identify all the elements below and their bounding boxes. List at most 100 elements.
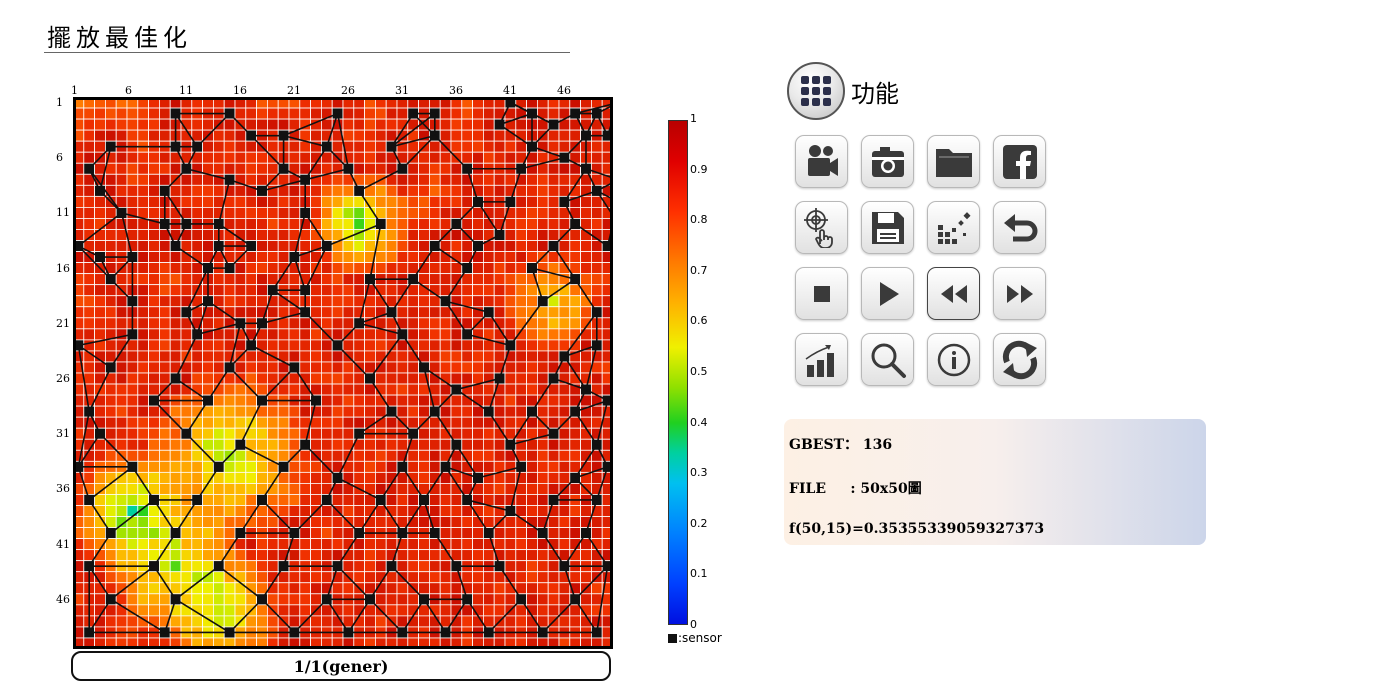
sensor-link	[401, 433, 414, 468]
heatmap-cell	[461, 538, 473, 551]
heatmap-cell	[223, 405, 236, 418]
heatmap-cell	[320, 207, 333, 219]
bar-chart-button[interactable]	[795, 333, 848, 386]
sensor-link	[499, 123, 533, 148]
heatmap-cell	[148, 151, 160, 164]
heatmap-cell	[407, 240, 419, 252]
generation-progress-bar[interactable]: 1/1(gener)	[71, 651, 611, 681]
heatmap-cell	[569, 129, 581, 142]
undo-button[interactable]	[993, 201, 1046, 254]
sensor-link	[77, 433, 101, 468]
heatmap-cell	[536, 438, 549, 451]
video-camera-button[interactable]	[795, 135, 848, 188]
heatmap-cell	[374, 449, 387, 462]
sensor-link	[218, 532, 242, 567]
heatmap-cell	[536, 604, 549, 617]
sensor-link	[401, 499, 425, 534]
heatmap-cell	[126, 593, 139, 606]
sensor-link	[229, 245, 252, 269]
heatmap-cell	[299, 571, 312, 584]
heatmap-cell	[364, 140, 376, 153]
touch-target-button[interactable]	[795, 201, 848, 254]
search-button[interactable]	[861, 333, 914, 386]
heatmap-cell	[504, 615, 517, 628]
heatmap-cell	[266, 494, 279, 506]
heatmap-cell	[310, 427, 322, 440]
heatmap-cell	[385, 460, 398, 473]
heatmap-cell	[461, 184, 473, 197]
scatter-button[interactable]	[927, 201, 980, 254]
sensor-link	[391, 134, 435, 148]
sensor-link	[218, 444, 241, 468]
heatmap-cell	[331, 449, 344, 462]
sensor-link	[574, 466, 608, 479]
info-button[interactable]	[927, 333, 980, 386]
grid-menu-icon[interactable]	[787, 62, 845, 120]
heatmap-cell	[396, 438, 409, 451]
heatmap-cell	[439, 516, 452, 528]
heatmap-cell	[331, 328, 344, 341]
heatmap-cell	[212, 516, 225, 528]
fast-forward-button[interactable]	[993, 267, 1046, 320]
heatmap-cell	[515, 284, 527, 297]
sensor-link	[185, 267, 209, 313]
heatmap-grid[interactable]	[73, 97, 613, 649]
save-button[interactable]	[861, 201, 914, 254]
heatmap-cell	[148, 416, 160, 429]
heatmap-cell	[331, 527, 344, 539]
heatmap-cell	[94, 218, 106, 230]
heatmap-cell	[536, 593, 549, 606]
heatmap-cell	[310, 516, 322, 528]
heatmap-cell	[83, 372, 96, 385]
heatmap-cell	[515, 372, 527, 385]
heatmap-cell	[234, 405, 247, 418]
sensor-link	[358, 190, 382, 225]
heatmap-cell	[547, 593, 560, 606]
heatmap-cell	[223, 295, 236, 308]
heatmap-cell	[580, 328, 592, 341]
camera-button[interactable]	[861, 135, 914, 188]
stop-icon	[813, 285, 830, 302]
play-button[interactable]	[861, 267, 914, 320]
heatmap-cell	[450, 207, 463, 219]
heatmap-cell	[202, 317, 214, 330]
sensor-link	[336, 532, 360, 567]
refresh-button[interactable]	[993, 333, 1046, 386]
heatmap-cell	[418, 615, 430, 628]
heatmap-cell	[342, 405, 355, 418]
heatmap-cell	[310, 494, 322, 506]
heatmap-cell	[159, 482, 171, 495]
heatmap-cell	[320, 284, 333, 297]
rewind-button[interactable]	[927, 267, 980, 320]
heatmap-cell	[536, 350, 549, 363]
heatmap-cell	[169, 405, 182, 418]
heatmap-cell	[396, 184, 409, 197]
heatmap-cell	[245, 251, 258, 263]
heatmap-cell	[83, 107, 96, 120]
heatmap-cell	[407, 328, 419, 341]
sensor-link	[455, 565, 468, 600]
heatmap-cell	[493, 262, 506, 275]
folder-button[interactable]	[927, 135, 980, 188]
sensor-link	[77, 245, 112, 280]
heatmap-cell	[547, 394, 560, 407]
heatmap-cell	[94, 273, 106, 286]
heatmap-cell	[353, 118, 365, 131]
heatmap-cell	[277, 195, 290, 208]
heatmap-cell	[180, 195, 193, 208]
heatmap-cell	[591, 593, 603, 606]
heatmap-cell	[331, 427, 344, 440]
heatmap-cell	[364, 615, 376, 628]
sensor-link	[444, 267, 468, 302]
heatmap-cell	[245, 460, 258, 473]
heatmap-cell	[331, 394, 344, 407]
heatmap-cell	[364, 460, 376, 473]
heatmap-cell	[126, 118, 139, 131]
facebook-button[interactable]	[993, 135, 1046, 188]
heatmap-cell	[245, 394, 258, 407]
heatmap-cell	[256, 262, 268, 275]
heatmap-cell	[137, 339, 150, 352]
heatmap-cell	[212, 273, 225, 286]
heatmap-cell	[320, 262, 333, 275]
stop-button[interactable]	[795, 267, 848, 320]
